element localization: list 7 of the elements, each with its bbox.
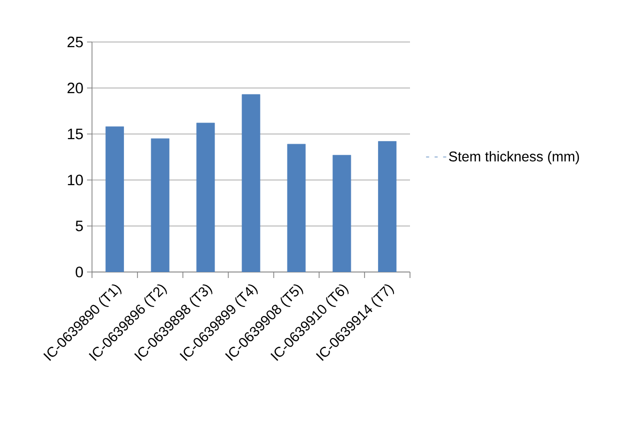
legend-label: Stem thickness (mm) bbox=[449, 151, 579, 164]
y-tick-label: 5 bbox=[76, 220, 83, 232]
y-tick-label: 25 bbox=[68, 36, 83, 48]
y-tick-label: 20 bbox=[68, 82, 83, 94]
y-tick-label: 10 bbox=[68, 174, 83, 186]
y-tick-label: 15 bbox=[68, 128, 83, 140]
y-tick-label: 0 bbox=[76, 266, 83, 278]
